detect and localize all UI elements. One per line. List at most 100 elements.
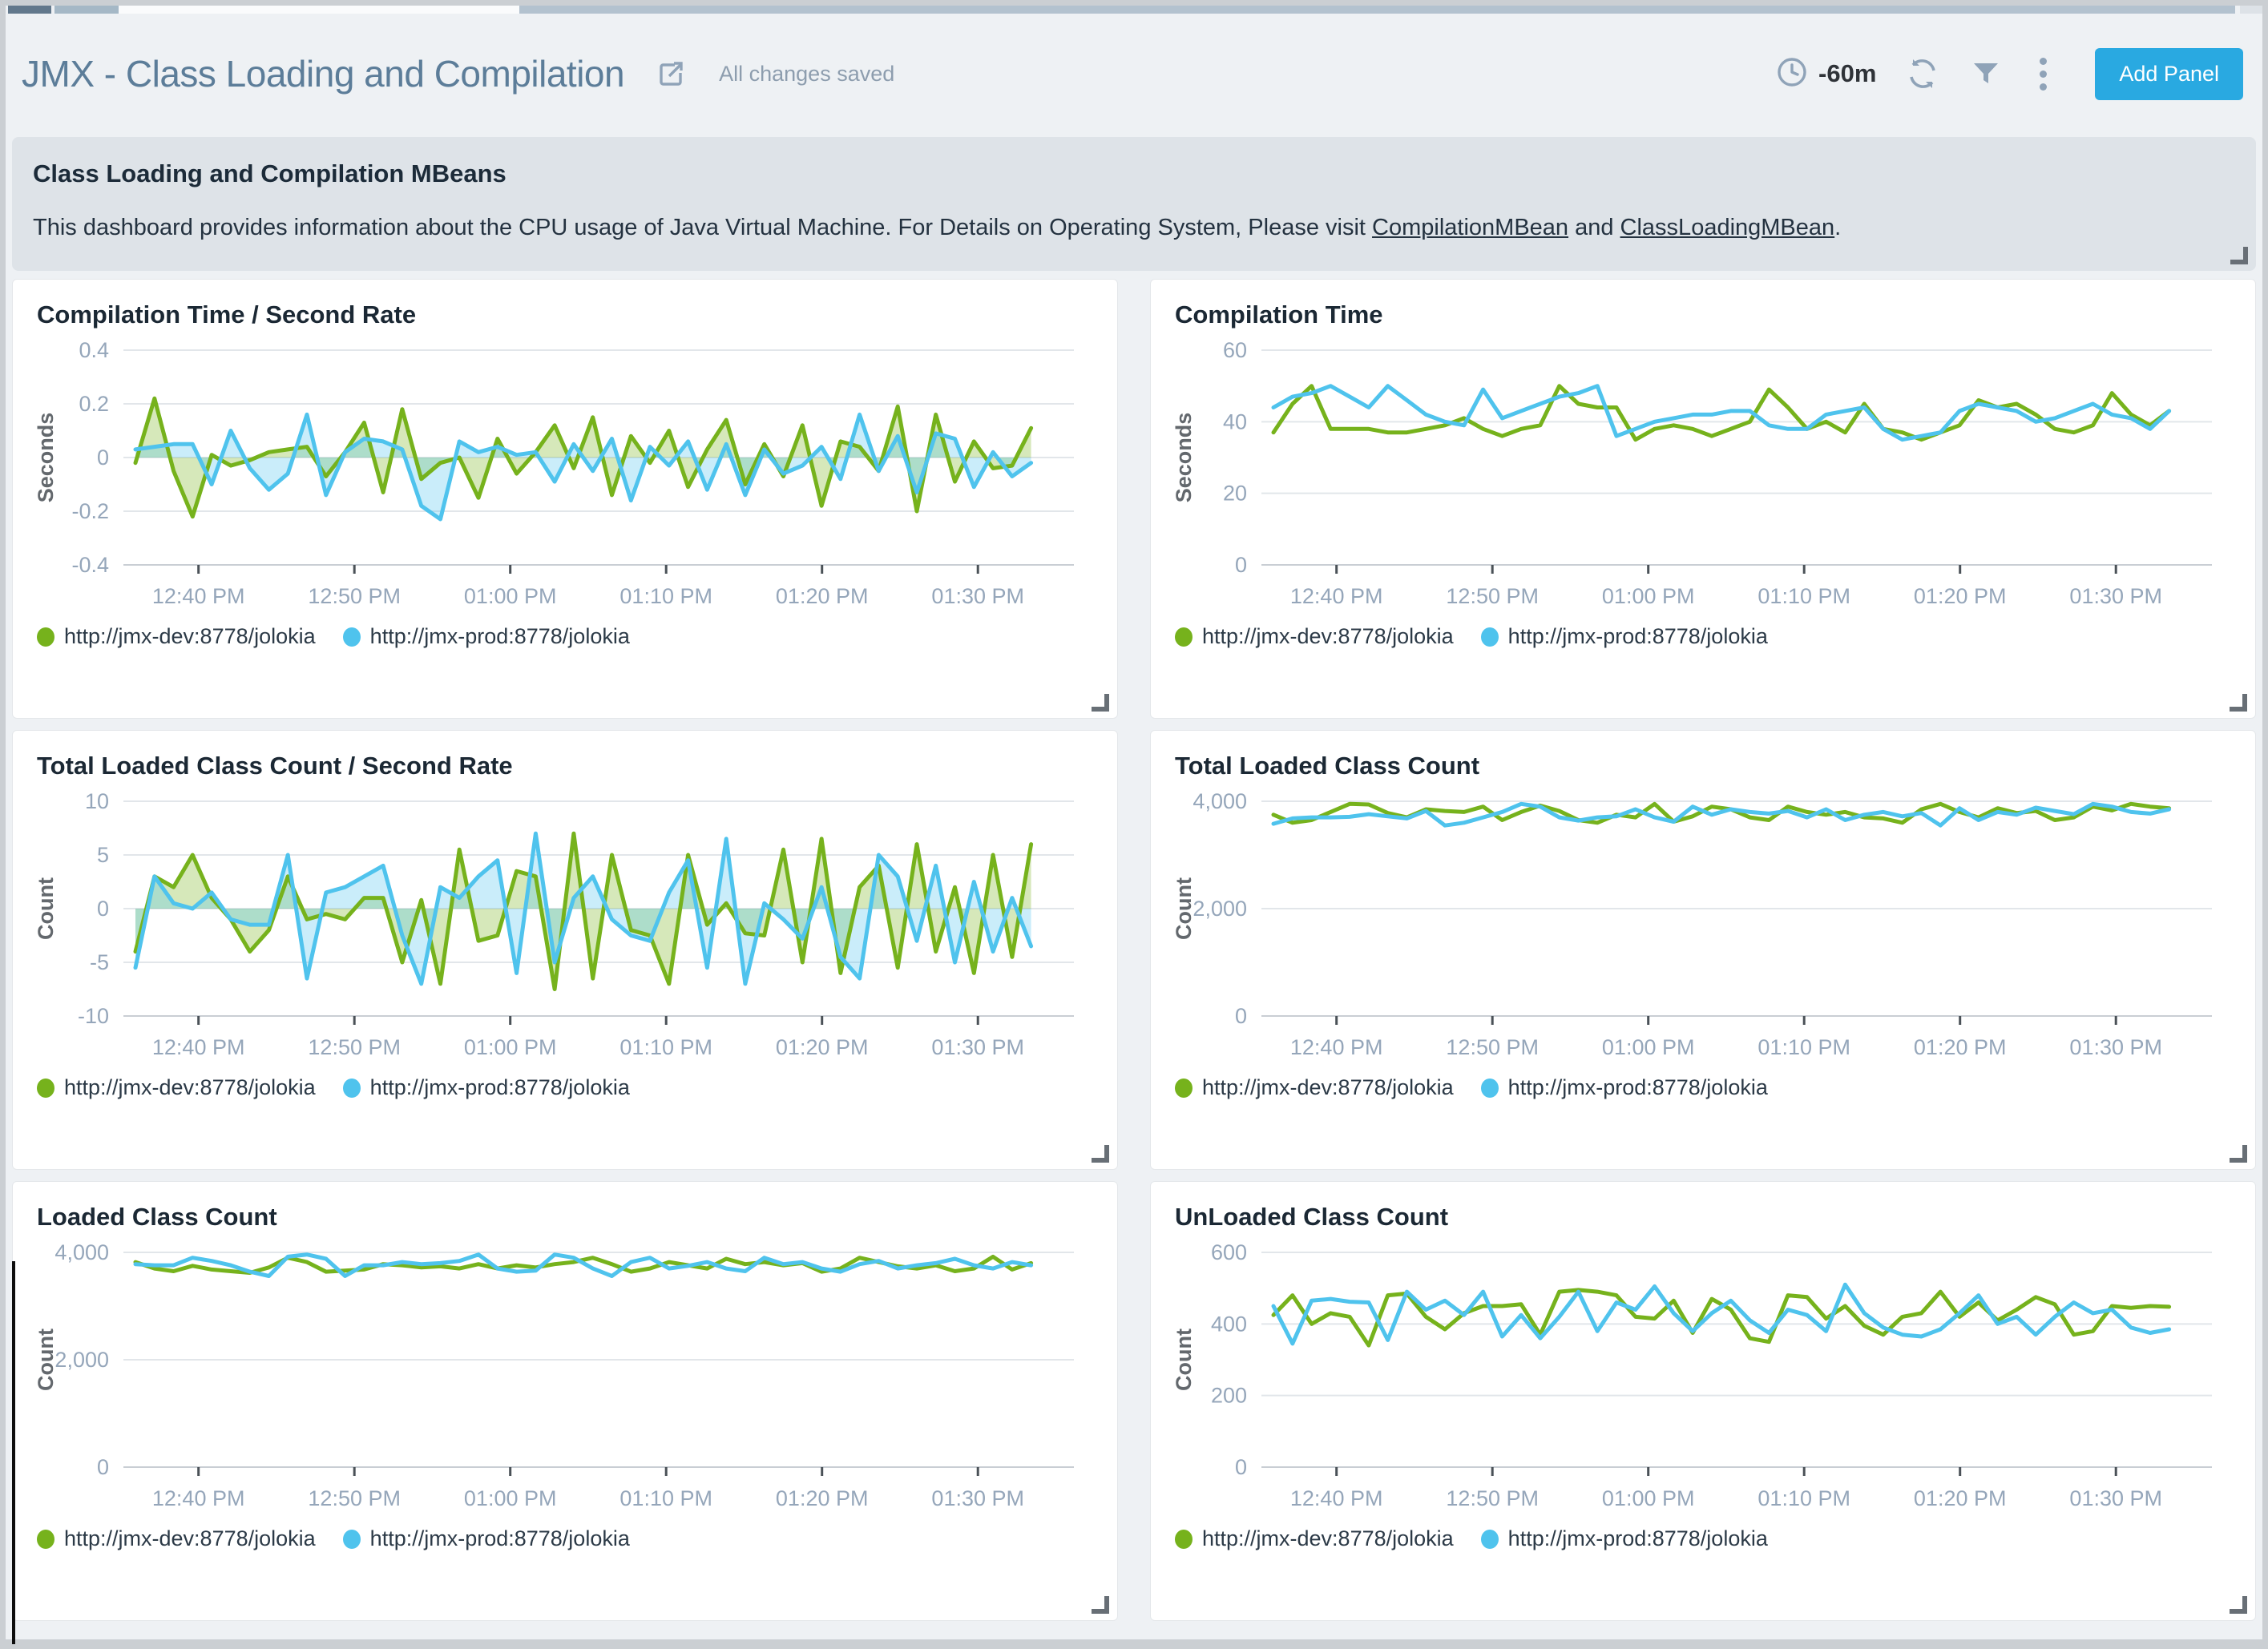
legend-item-dev[interactable]: http://jmx-dev:8778/jolokia xyxy=(1175,624,1454,649)
legend-item-prod[interactable]: http://jmx-prod:8778/jolokia xyxy=(1481,1526,1768,1551)
svg-text:Count: Count xyxy=(35,1328,58,1391)
chart-legend: http://jmx-dev:8778/jolokia http://jmx-p… xyxy=(37,624,1095,649)
svg-text:01:10 PM: 01:10 PM xyxy=(1757,1486,1850,1510)
svg-text:01:20 PM: 01:20 PM xyxy=(1914,1035,2007,1059)
compilation-mbean-link[interactable]: CompilationMBean xyxy=(1372,215,1568,240)
svg-text:10: 10 xyxy=(85,789,109,813)
panel-drag-indicator[interactable] xyxy=(12,1261,15,1644)
panel-grid: Compilation Time / Second Rate 0.4 0.2 0 -0… xyxy=(12,279,2256,1621)
svg-text:01:30 PM: 01:30 PM xyxy=(2069,1486,2162,1510)
resize-handle-icon[interactable] xyxy=(1092,1145,1109,1163)
time-range-picker[interactable]: -60m xyxy=(1775,55,1876,93)
svg-text:01:30 PM: 01:30 PM xyxy=(2069,1035,2162,1059)
panel-compilation-time: Compilation Time 604020012:40 PM12:50 PM… xyxy=(1150,279,2256,719)
svg-text:01:30 PM: 01:30 PM xyxy=(2069,584,2162,608)
refresh-icon[interactable] xyxy=(1905,56,1940,91)
legend-item-prod[interactable]: http://jmx-prod:8778/jolokia xyxy=(343,1075,630,1100)
svg-text:12:40 PM: 12:40 PM xyxy=(1290,584,1383,608)
svg-text:0.2: 0.2 xyxy=(79,392,109,416)
dashboard-page: JMX - Class Loading and Compilation All … xyxy=(0,0,2268,1649)
panel-title: Compilation Time / Second Rate xyxy=(37,300,1095,329)
panel-title: UnLoaded Class Count xyxy=(1175,1203,2233,1232)
svg-text:12:50 PM: 12:50 PM xyxy=(1446,584,1539,608)
legend-dot-prod xyxy=(343,1530,361,1549)
svg-text:01:00 PM: 01:00 PM xyxy=(464,1035,557,1059)
legend-item-prod[interactable]: http://jmx-prod:8778/jolokia xyxy=(343,624,630,649)
svg-text:12:50 PM: 12:50 PM xyxy=(1446,1035,1539,1059)
save-status: All changes saved xyxy=(719,62,894,87)
svg-text:Count: Count xyxy=(1173,877,1196,940)
description-text: and xyxy=(1568,215,1620,240)
legend-label: http://jmx-dev:8778/jolokia xyxy=(64,624,316,649)
svg-text:60: 60 xyxy=(1223,338,1247,362)
legend-label: http://jmx-dev:8778/jolokia xyxy=(1202,624,1454,649)
legend-item-dev[interactable]: http://jmx-dev:8778/jolokia xyxy=(1175,1526,1454,1551)
svg-text:01:00 PM: 01:00 PM xyxy=(464,1486,557,1510)
panel-unloaded-class-count: UnLoaded Class Count 600400200012:40 PM1… xyxy=(1150,1181,2256,1621)
resize-handle-icon[interactable] xyxy=(1092,694,1109,712)
legend-item-dev[interactable]: http://jmx-dev:8778/jolokia xyxy=(37,1075,316,1100)
resize-handle-icon[interactable] xyxy=(2230,247,2248,264)
add-panel-button[interactable]: Add Panel xyxy=(2095,48,2243,100)
svg-text:0: 0 xyxy=(97,1455,109,1479)
resize-handle-icon[interactable] xyxy=(1092,1596,1109,1614)
panel-compilation-rate: Compilation Time / Second Rate 0.40.20-0… xyxy=(12,279,1118,719)
legend-dot-dev xyxy=(37,627,54,647)
legend-dot-dev xyxy=(37,1079,54,1098)
svg-text:2,000: 2,000 xyxy=(54,1348,109,1372)
window-top-edge xyxy=(6,6,2262,14)
svg-text:0.4: 0.4 xyxy=(79,338,109,362)
resize-handle-icon[interactable] xyxy=(2230,1596,2247,1614)
window-top-bar xyxy=(519,6,2235,14)
legend-label: http://jmx-prod:8778/jolokia xyxy=(1508,1526,1768,1551)
panel-title: Compilation Time xyxy=(1175,300,2233,329)
svg-text:5: 5 xyxy=(97,843,109,867)
svg-text:Seconds: Seconds xyxy=(1173,413,1196,503)
legend-label: http://jmx-prod:8778/jolokia xyxy=(1508,624,1768,649)
legend-item-dev[interactable]: http://jmx-dev:8778/jolokia xyxy=(1175,1075,1454,1100)
legend-dot-prod xyxy=(1481,1079,1499,1098)
panel-title: Loaded Class Count xyxy=(37,1203,1095,1232)
legend-dot-prod xyxy=(1481,627,1499,647)
resize-handle-icon[interactable] xyxy=(2230,1145,2247,1163)
resize-handle-icon[interactable] xyxy=(2230,694,2247,712)
legend-label: http://jmx-prod:8778/jolokia xyxy=(370,1526,630,1551)
svg-text:01:00 PM: 01:00 PM xyxy=(1602,1486,1695,1510)
svg-text:01:20 PM: 01:20 PM xyxy=(1914,1486,2007,1510)
description-text: . xyxy=(1834,215,1841,240)
svg-text:Count: Count xyxy=(1173,1328,1196,1391)
chart-unloaded-class-count: 600400200012:40 PM12:50 PM01:00 PM01:10 … xyxy=(1173,1240,2234,1522)
share-icon[interactable] xyxy=(655,58,687,90)
legend-item-dev[interactable]: http://jmx-dev:8778/jolokia xyxy=(37,624,316,649)
legend-item-prod[interactable]: http://jmx-prod:8778/jolokia xyxy=(1481,624,1768,649)
svg-text:01:30 PM: 01:30 PM xyxy=(931,1035,1024,1059)
svg-text:2,000: 2,000 xyxy=(1193,897,1247,921)
filter-icon[interactable] xyxy=(1969,57,2003,91)
svg-text:01:20 PM: 01:20 PM xyxy=(776,1486,869,1510)
chart-compilation-time: 604020012:40 PM12:50 PM01:00 PM01:10 PM0… xyxy=(1173,337,2234,619)
svg-text:0: 0 xyxy=(1235,1455,1247,1479)
svg-text:01:00 PM: 01:00 PM xyxy=(1602,584,1695,608)
classloading-mbean-link[interactable]: ClassLoadingMBean xyxy=(1620,215,1835,240)
svg-text:-0.4: -0.4 xyxy=(71,553,109,577)
svg-text:0: 0 xyxy=(97,897,109,921)
legend-item-prod[interactable]: http://jmx-prod:8778/jolokia xyxy=(1481,1075,1768,1100)
svg-text:0: 0 xyxy=(1235,553,1247,577)
legend-item-prod[interactable]: http://jmx-prod:8778/jolokia xyxy=(343,1526,630,1551)
svg-text:12:40 PM: 12:40 PM xyxy=(152,584,245,608)
legend-label: http://jmx-dev:8778/jolokia xyxy=(1202,1526,1454,1551)
svg-text:-5: -5 xyxy=(90,950,109,974)
svg-text:12:40 PM: 12:40 PM xyxy=(152,1486,245,1510)
svg-text:4,000: 4,000 xyxy=(54,1240,109,1264)
legend-dot-prod xyxy=(1481,1530,1499,1549)
svg-text:01:20 PM: 01:20 PM xyxy=(776,584,869,608)
panel-title: Total Loaded Class Count xyxy=(1175,752,2233,780)
legend-item-dev[interactable]: http://jmx-dev:8778/jolokia xyxy=(37,1526,316,1551)
legend-label: http://jmx-dev:8778/jolokia xyxy=(64,1526,316,1551)
svg-text:01:10 PM: 01:10 PM xyxy=(619,584,712,608)
legend-label: http://jmx-prod:8778/jolokia xyxy=(370,624,630,649)
window-tab-fragment xyxy=(54,6,119,14)
kebab-menu-icon[interactable] xyxy=(2032,54,2055,94)
window-tab-fragment xyxy=(119,6,519,14)
legend-label: http://jmx-prod:8778/jolokia xyxy=(1508,1075,1768,1100)
